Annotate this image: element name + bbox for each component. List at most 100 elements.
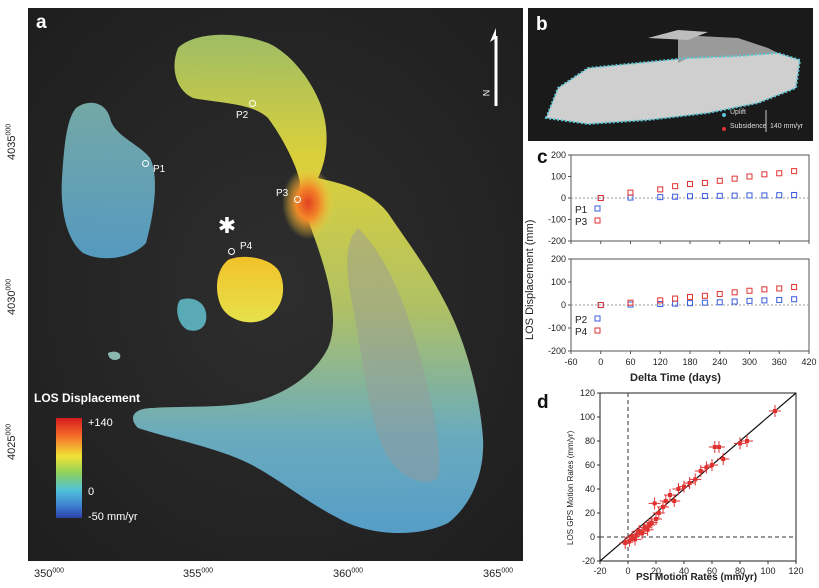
panel-d-ytick-label-2: 20	[585, 508, 595, 518]
panel-c-legend-label-p3: P3	[575, 217, 588, 228]
panel-c-point-p3-7	[731, 175, 738, 182]
point-p3-label: P3	[276, 188, 289, 199]
panel-d-point-28	[738, 441, 742, 446]
point-p2-marker	[249, 100, 256, 107]
panel-d-point-30	[773, 409, 777, 413]
panel-c-point-p2-10	[776, 296, 783, 303]
panel-c-point-p2-9	[761, 297, 768, 304]
panel-c-ylabel: LOS Displacement (mm)	[524, 219, 536, 340]
panel-c-legend-marker-p3	[594, 217, 601, 224]
panel-c-xtick-label-4: 180	[682, 357, 697, 367]
panel-c-point-p1-3	[672, 193, 679, 200]
panel-d-point-16	[668, 493, 672, 497]
panel-c-point-p3-2	[657, 186, 664, 193]
legend-subsidence: Subsidence	[730, 123, 767, 130]
panel-c-point-p4-5	[701, 292, 708, 299]
point-p2-label: P2	[236, 110, 249, 121]
panel-c-point-p1-9	[761, 192, 768, 199]
panel-d-ytick-label-5: 80	[585, 436, 595, 446]
panel-c-ytick-label-1-3: 100	[551, 277, 566, 287]
panel-c-point-p4-2	[657, 297, 664, 304]
panel-c-point-p3-8	[746, 173, 753, 180]
panel-d-ytick-label-0: -20	[582, 556, 595, 566]
map-x-tick-1: 355000	[183, 567, 214, 580]
panel-c-point-p1-6	[716, 192, 723, 199]
eruption-star-icon: ✱	[218, 213, 236, 238]
panel-b: b Uplift Subsidence 140 mm/yr	[528, 8, 813, 141]
panel-c-point-p3-4	[687, 181, 693, 188]
panel-c-point-p4-7	[731, 289, 738, 296]
panel-d-point-27	[721, 457, 726, 461]
panel-c-xtick-label-0: -60	[564, 357, 577, 367]
map-x-tick-0: 350000	[34, 567, 65, 580]
panel-c-point-p3-11	[791, 168, 798, 175]
panel-c-point-p1-7	[731, 192, 738, 199]
panel-c-legend-label-p1: P1	[575, 205, 588, 216]
panel-d-xtick-label-4: 60	[707, 566, 717, 576]
panel-d-point-11	[652, 501, 657, 506]
panel-d-point-21	[693, 477, 698, 482]
panel-d-point-8	[645, 527, 650, 532]
panel-c-point-p1-11	[791, 191, 798, 198]
panel-d-xlabel: PSI Motion Rates (mm/yr)	[636, 572, 758, 583]
panel-c-point-p3-9	[761, 171, 768, 178]
panel-c-point-p1-10	[776, 192, 783, 199]
panel-d-ytick-label-7: 120	[580, 388, 595, 398]
panel-c-legend-label-p4: P4	[575, 327, 588, 338]
panel-d-point-5	[637, 529, 642, 533]
panel-d-point-15	[663, 499, 668, 503]
panel-d-point-4	[634, 532, 639, 537]
panel-d-ytick-label-1: 0	[590, 532, 595, 542]
panel-d-ytick-label-3: 40	[585, 484, 595, 494]
panel-b-image	[544, 30, 802, 132]
panel-c-point-p4-8	[746, 287, 753, 294]
panel-c-point-p2-7	[731, 298, 738, 305]
panel-c-legend-marker-p2	[594, 315, 601, 322]
panel-c-point-p4-1	[627, 299, 634, 306]
panel-d-point-12	[654, 517, 658, 521]
uplift-legend-icon	[722, 113, 726, 117]
panel-a-letter: a	[36, 12, 47, 33]
panel-c-point-p3-1	[627, 189, 634, 196]
panel-d-xtick-label-0: -20	[593, 566, 606, 576]
point-p4-label: P4	[240, 241, 253, 252]
panel-d-point-13	[656, 511, 661, 515]
map-image: ✱	[28, 8, 523, 561]
panel-c-point-p2-11	[791, 296, 798, 303]
panel-d-point-3	[633, 537, 637, 542]
panel-c-point-p2-8	[746, 297, 753, 304]
panel-d-point-22	[698, 469, 703, 473]
panel-d-point-9	[647, 523, 651, 527]
panel-c-point-p4-3	[672, 295, 679, 302]
panel-d-xtick-label-2: 20	[651, 566, 661, 576]
panel-c-point-p4-0	[597, 302, 604, 308]
panel-a: ✱ a N P1 P2 P3 P4 LOS Displacement +140 …	[28, 8, 523, 561]
colorbar-max-label: +140	[88, 417, 113, 429]
panel-c-legend-marker-p1	[594, 205, 601, 212]
panel-c-xtick-label-8: 420	[801, 357, 816, 367]
panel-c-legend-marker-p4	[594, 327, 601, 334]
panel-d-xtick-label-1: 0	[625, 566, 630, 576]
panel-d-point-2	[630, 535, 635, 539]
panel-c-point-p1-4	[687, 193, 693, 200]
panel-c-ytick-label-1-2: 0	[561, 300, 566, 310]
panel-c-point-p4-11	[791, 284, 798, 291]
panel-d-point-19	[682, 484, 686, 489]
panel-c-point-p3-6	[716, 177, 723, 184]
panel-c-point-p3-5	[701, 179, 708, 186]
panel-c-ytick-label-0-3: 100	[551, 172, 566, 182]
panel-c-point-p2-6	[716, 299, 723, 306]
panel-c-point-p3-0	[597, 195, 604, 201]
map-y-tick-1: 4030000	[5, 278, 18, 315]
point-p3-marker	[294, 196, 301, 203]
panel-d-point-23	[704, 465, 709, 470]
panel-d-ylabel: LOS GPS Motion Rates (mm/yr)	[566, 430, 575, 545]
panel-c-ytick-label-0-2: 0	[561, 193, 566, 203]
panel-d-point-14	[661, 505, 665, 509]
panel-c-point-p4-4	[687, 293, 693, 300]
panel-d-point-10	[649, 520, 654, 525]
panel-c-point-p1-2	[657, 194, 664, 201]
panel-c-point-p3-10	[776, 170, 783, 177]
panel-d-xtick-label-5: 80	[735, 566, 745, 576]
